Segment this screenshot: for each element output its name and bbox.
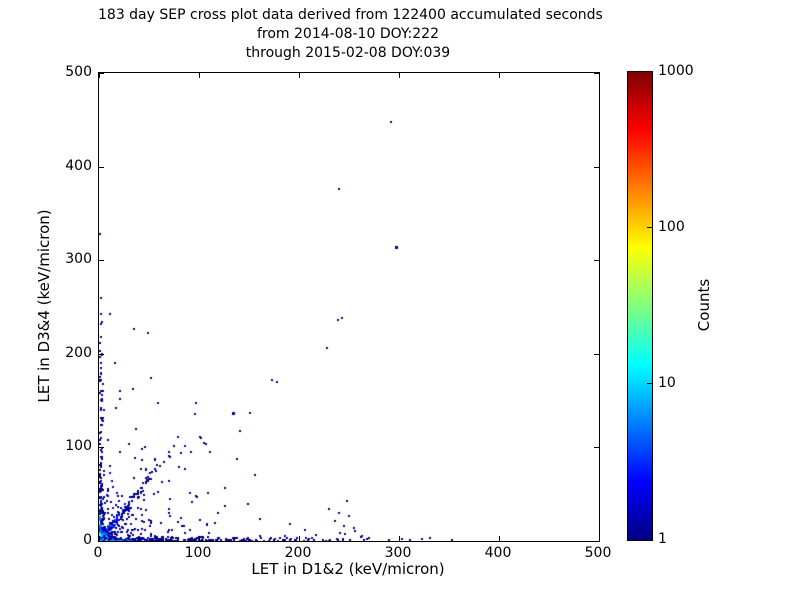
colorbar-tick-label-1: 1 [658,531,667,547]
x-tick-top-300 [399,73,400,78]
colorbar-tick-10 [647,383,652,384]
x-tick-bottom-300 [399,536,400,541]
x-tick-label-100: 100 [184,545,212,561]
chart-title: 183 day SEP cross plot data derived from… [98,6,603,63]
x-tick-bottom-500 [599,536,600,541]
y-tick-left-200 [99,354,104,355]
x-tick-top-100 [199,73,200,78]
y-axis-label: LET in D3&4 (keV/micron) [35,209,53,403]
y-tick-right-200 [594,354,599,355]
y-tick-label-200: 200 [65,345,92,361]
plot-area [98,72,600,542]
x-tick-bottom-400 [499,536,500,541]
y-tick-right-0 [594,541,599,542]
colorbar-tick-label-10: 10 [658,375,676,391]
title-line-2: from 2014-08-10 DOY:222 [256,26,439,42]
x-tick-bottom-200 [299,536,300,541]
colorbar-tick-label-100: 100 [658,219,685,235]
x-tick-top-500 [599,73,600,78]
colorbar-label: Counts [695,278,713,332]
y-tick-right-100 [594,447,599,448]
y-tick-right-300 [594,260,599,261]
x-tick-top-200 [299,73,300,78]
y-tick-left-300 [99,260,104,261]
y-tick-label-300: 300 [65,251,92,267]
y-tick-right-400 [594,167,599,168]
x-tick-label-0: 0 [93,545,103,561]
title-line-1: 183 day SEP cross plot data derived from… [98,7,603,23]
colorbar-tick-label-1000: 1000 [658,63,694,79]
colorbar-tick-100 [647,227,652,228]
y-tick-left-400 [99,167,104,168]
x-tick-label-200: 200 [284,545,312,561]
x-tick-bottom-0 [99,536,100,541]
y-tick-label-400: 400 [65,158,92,174]
scatter-canvas [99,73,599,541]
y-tick-label-500: 500 [65,64,92,80]
x-tick-label-300: 300 [384,545,412,561]
x-axis-label: LET in D1&2 (keV/micron) [251,560,445,578]
title-line-3: through 2015-02-08 DOY:039 [245,45,451,61]
x-tick-label-400: 400 [484,545,512,561]
y-tick-right-500 [594,73,599,74]
x-tick-top-400 [499,73,500,78]
x-tick-top-0 [99,73,100,78]
colorbar [627,71,653,541]
y-tick-left-100 [99,447,104,448]
y-tick-label-100: 100 [65,438,92,454]
y-tick-left-500 [99,73,104,74]
y-tick-left-0 [99,541,104,542]
colorbar-gradient [628,72,652,540]
x-tick-label-500: 500 [584,545,612,561]
x-tick-bottom-100 [199,536,200,541]
y-tick-label-0: 0 [83,532,92,548]
